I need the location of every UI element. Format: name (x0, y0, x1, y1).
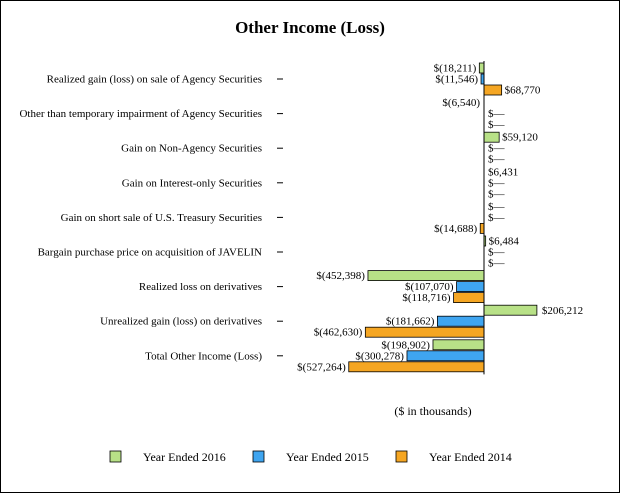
category-labels: Realized gain (loss) on sale of Agency S… (19, 74, 283, 362)
bar (483, 84, 503, 96)
bar (364, 326, 485, 338)
bar (432, 339, 485, 351)
data-label: $— (488, 258, 506, 270)
category-label: Realized loss on derivatives (139, 281, 262, 293)
legend-swatch (395, 450, 408, 463)
data-label: $— (488, 143, 506, 155)
data-label: $— (488, 119, 506, 131)
data-label: $(18,211) (434, 63, 477, 75)
legend-label: Year Ended 2016 (143, 450, 226, 464)
data-label: $— (488, 177, 506, 189)
chart-title: Other Income (Loss) (235, 18, 385, 37)
bar (483, 131, 500, 143)
legend: Year Ended 2016 Year Ended 2015 Year Ended… (109, 450, 512, 464)
value-labels: $(18,211)$(6,540)$59,120$6,431$—$6,484$(… (297, 63, 583, 374)
data-label: $(181,662) (386, 316, 435, 328)
data-label: $— (488, 154, 506, 166)
bar (456, 281, 485, 293)
legend-swatch (109, 450, 122, 463)
category-label: Total Other Income (Loss) (145, 350, 262, 362)
bars (348, 62, 538, 373)
data-label: $(452,398) (316, 270, 365, 282)
bar (478, 62, 485, 74)
legend-label: Year Ended 2014 (429, 450, 512, 464)
bar (348, 361, 485, 373)
bar (406, 350, 485, 362)
bar (453, 292, 485, 304)
data-label: $— (488, 201, 506, 213)
legend-label: Year Ended 2015 (286, 450, 369, 464)
bar (437, 315, 485, 327)
data-label: $(300,278) (355, 350, 404, 362)
data-label: $— (488, 247, 506, 259)
data-label: $6,484 (489, 236, 520, 248)
bar (479, 222, 485, 234)
data-label: $(107,070) (405, 281, 454, 293)
category-label: Other than temporary impairment of Agenc… (19, 108, 262, 120)
data-label: $(198,902) (381, 339, 430, 351)
data-label: $(6,540) (442, 97, 480, 109)
data-label: $(118,716) (402, 292, 451, 304)
data-label: $— (488, 108, 506, 120)
category-label: Gain on short sale of U.S. Treasury Secu… (61, 212, 262, 224)
category-label: Gain on Interest-only Securities (122, 177, 262, 189)
category-label: Bargain purchase price on acquisition of… (38, 247, 262, 259)
category-label: Realized gain (loss) on sale of Agency S… (47, 74, 262, 86)
x-axis-label: ($ in thousands) (394, 404, 471, 418)
legend-swatch (252, 450, 265, 463)
data-label: $206,212 (542, 305, 583, 317)
category-label: Gain on Non-Agency Securities (121, 143, 262, 155)
data-label: $— (488, 188, 506, 200)
data-label: $6,431 (488, 166, 518, 178)
data-label: $68,770 (505, 85, 541, 97)
bar (367, 270, 485, 282)
category-label: Unrealized gain (loss) on derivatives (100, 316, 262, 328)
data-label: $— (488, 212, 506, 224)
bar (483, 304, 538, 316)
data-label: $(14,688) (434, 223, 477, 235)
data-label: $(527,264) (297, 361, 346, 373)
data-label: $59,120 (502, 132, 538, 144)
data-label: $(11,546) (435, 74, 478, 86)
data-label: $(462,630) (314, 327, 363, 339)
